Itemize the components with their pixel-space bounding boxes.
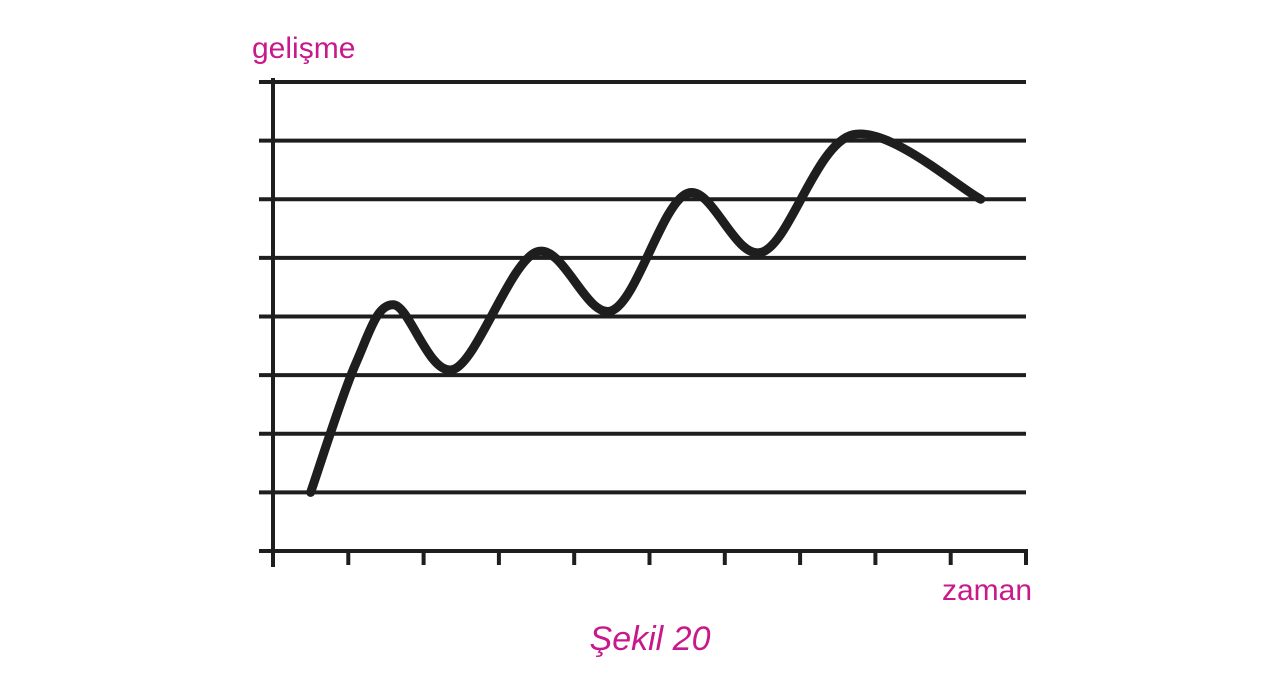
- data-point-0-9: [979, 198, 982, 201]
- figure-caption: Şekil 20: [590, 620, 711, 658]
- data-point-0-4: [535, 251, 538, 254]
- data-point-0-2: [392, 303, 395, 306]
- series-line-0: [306, 129, 986, 497]
- data-point-0-3: [452, 368, 455, 371]
- grid-lines: [273, 80, 1026, 495]
- data-point-0-8: [851, 133, 854, 136]
- x-axis-label: zaman: [942, 574, 1032, 607]
- axes: [259, 78, 1028, 567]
- data-point-0-6: [686, 192, 689, 195]
- data-point-0-7: [761, 251, 764, 254]
- y-axis-label: gelişme: [252, 32, 355, 65]
- data-point-0-1: [354, 362, 357, 365]
- data-point-0-0: [309, 491, 312, 494]
- data-point-0-5: [610, 309, 613, 312]
- axis-ticks: [259, 80, 1028, 565]
- series-layer: [306, 129, 986, 497]
